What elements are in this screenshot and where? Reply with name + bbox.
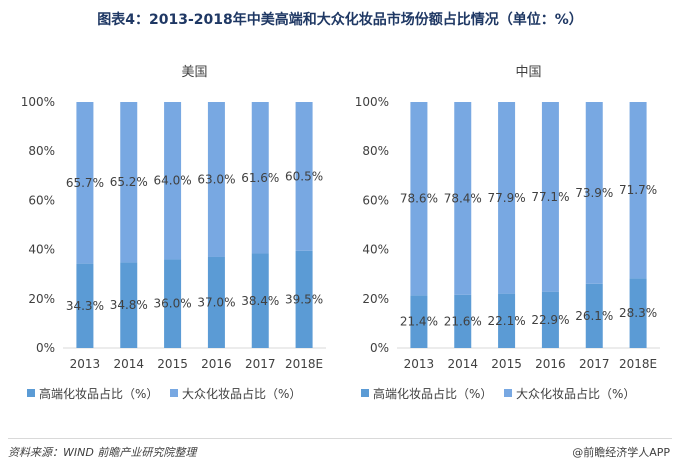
x-tick-label: 2015	[157, 357, 188, 371]
y-tick-label: 60%	[362, 193, 389, 207]
bar-high-end	[295, 250, 313, 348]
bar-mass	[164, 102, 182, 260]
data-label: 73.9%	[575, 186, 613, 200]
panel-title: 中国	[515, 65, 541, 80]
data-label: 38.4%	[241, 294, 279, 308]
data-label: 65.2%	[110, 175, 148, 189]
data-label: 61.6%	[241, 171, 279, 185]
y-tick-label: 40%	[362, 243, 389, 257]
panel-title: 美国	[181, 65, 207, 80]
bar-mass	[410, 102, 428, 296]
data-label: 60.5%	[285, 169, 323, 183]
y-tick-label: 100%	[21, 95, 55, 109]
bar-mass	[207, 102, 225, 257]
data-label: 78.4%	[444, 191, 482, 205]
data-label: 34.3%	[66, 299, 104, 313]
x-tick-label: 2018E	[619, 357, 657, 371]
chart-panel-china: 中国 0% 20% 40% 60% 80% 100% 21.4% 78.6% 2013 21.6% 7…	[342, 52, 672, 412]
data-label: 64.0%	[154, 174, 192, 188]
bar-high-end	[120, 262, 138, 348]
data-label: 39.5%	[285, 292, 323, 306]
y-tick-label: 100%	[355, 95, 389, 109]
figure-title: 图表4：2013-2018年中美高端和大众化妆品市场份额占比情况（单位：%）	[97, 12, 583, 28]
bar-high-end	[251, 253, 269, 348]
data-label: 26.1%	[575, 309, 613, 323]
bar-mass	[629, 102, 647, 279]
data-label: 28.3%	[619, 306, 657, 320]
brand-watermark: @前瞻经济学人APP	[572, 446, 670, 459]
x-tick-label: 2017	[245, 357, 276, 371]
bar-mass	[498, 102, 516, 294]
data-label: 22.9%	[531, 313, 569, 327]
data-label: 78.6%	[400, 192, 438, 206]
bar-mass	[295, 102, 313, 251]
y-tick-label: 60%	[28, 193, 55, 207]
legend-label-mass: 大众化妆品占比（%）	[182, 386, 301, 401]
bar-mass	[251, 102, 269, 254]
x-tick-label: 2016	[535, 357, 566, 371]
y-tick-label: 80%	[362, 144, 389, 158]
data-label: 77.9%	[488, 191, 526, 205]
chart-china: 中国 0% 20% 40% 60% 80% 100% 21.4% 78.6% 2013 21.6% 7…	[355, 65, 660, 401]
bar-high-end	[629, 278, 647, 348]
x-tick-label: 2018E	[285, 357, 323, 371]
data-label: 21.4%	[400, 315, 438, 329]
x-tick-label: 2015	[491, 357, 522, 371]
bar-high-end	[541, 291, 559, 348]
footer-divider	[8, 438, 672, 439]
y-tick-label: 0%	[370, 341, 389, 355]
data-label: 71.7%	[619, 183, 657, 197]
bar-high-end	[454, 294, 472, 348]
bar-high-end	[164, 259, 182, 348]
bar-high-end	[410, 295, 428, 348]
chart-us: 美国 0% 20% 40% 60% 80% 100% 34.3% 65.7% 2013 34.8% 6…	[21, 65, 326, 401]
y-tick-label: 20%	[362, 292, 389, 306]
legend-label-high-end: 高端化妆品占比（%）	[373, 386, 492, 401]
x-tick-label: 2017	[579, 357, 610, 371]
bar-mass	[76, 102, 94, 264]
legend-swatch-mass	[504, 389, 512, 397]
y-tick-label: 0%	[36, 341, 55, 355]
data-label: 34.8%	[110, 298, 148, 312]
x-tick-label: 2013	[70, 357, 101, 371]
x-tick-label: 2016	[201, 357, 232, 371]
data-label: 22.1%	[488, 314, 526, 328]
data-label: 63.0%	[197, 172, 235, 186]
bar-high-end	[207, 256, 225, 348]
x-tick-label: 2014	[113, 357, 144, 371]
y-tick-label: 20%	[28, 292, 55, 306]
data-label: 37.0%	[197, 295, 235, 309]
data-label: 77.1%	[531, 190, 569, 204]
bar-mass	[120, 102, 138, 263]
legend-label-high-end: 高端化妆品占比（%）	[39, 386, 158, 401]
data-label: 36.0%	[154, 297, 192, 311]
x-tick-label: 2013	[404, 357, 435, 371]
source-note: 资料来源：WIND 前瞻产业研究院整理	[8, 446, 197, 459]
data-label: 65.7%	[66, 176, 104, 190]
legend-label-mass: 大众化妆品占比（%）	[516, 386, 635, 401]
legend-swatch-high-end	[361, 389, 369, 397]
y-tick-label: 40%	[28, 243, 55, 257]
y-tick-label: 80%	[28, 144, 55, 158]
data-label: 21.6%	[444, 314, 482, 328]
x-tick-label: 2014	[447, 357, 478, 371]
bar-high-end	[585, 283, 603, 348]
bar-high-end	[76, 263, 94, 348]
bar-mass	[454, 102, 472, 295]
legend-swatch-mass	[170, 389, 178, 397]
legend-swatch-high-end	[27, 389, 35, 397]
bar-high-end	[498, 293, 516, 348]
bar-mass	[585, 102, 603, 284]
bar-mass	[541, 102, 559, 292]
chart-panel-us: 美国 0% 20% 40% 60% 80% 100% 34.3% 65.7% 2013 34.8% 6…	[8, 52, 338, 412]
